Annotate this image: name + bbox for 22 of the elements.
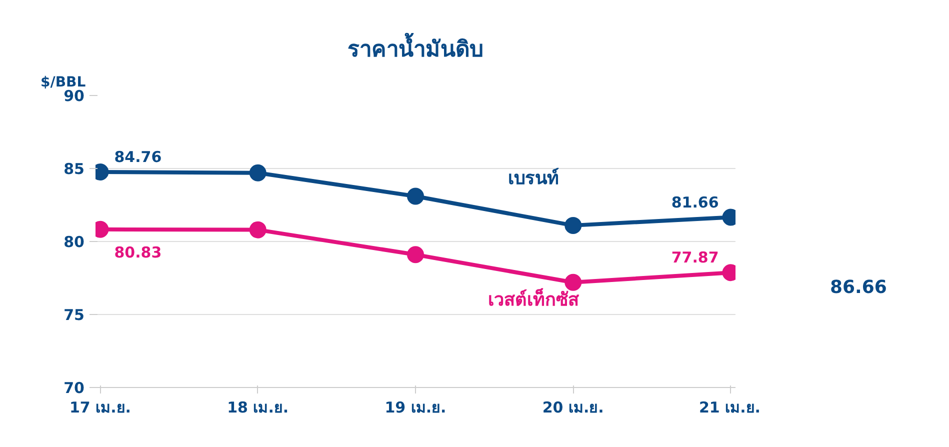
x-tick-label: 21 เม.ย. — [699, 398, 761, 416]
point — [564, 216, 582, 234]
chart-title: ราคาน้ำมันดิบ — [348, 32, 484, 62]
y-tick-label: 70 — [64, 379, 84, 397]
point — [407, 188, 424, 205]
y-tick-label: 80 — [64, 233, 84, 251]
text: 86.66 — [830, 276, 887, 300]
y-tick-label: 85 — [64, 160, 84, 178]
series-label: เวสต์เท็กซัส — [488, 288, 580, 311]
point — [249, 221, 266, 238]
series-label: เบรนท์ — [508, 166, 560, 189]
x-tick-label: 17 เม.ย. — [69, 398, 131, 416]
y-tick-label: 75 — [64, 306, 84, 324]
x-tick-label: 18 เม.ย. — [227, 398, 289, 416]
x-tick-label: 20 เม.ย. — [542, 398, 604, 416]
data-label: 84.76 — [114, 148, 162, 166]
data-label: 80.83 — [114, 243, 162, 262]
point — [249, 164, 266, 182]
data-label: 77.87 — [671, 248, 719, 267]
point — [407, 246, 424, 264]
data-label: 81.66 — [671, 193, 719, 212]
x-tick-label: 19 เม.ย. — [384, 398, 446, 416]
